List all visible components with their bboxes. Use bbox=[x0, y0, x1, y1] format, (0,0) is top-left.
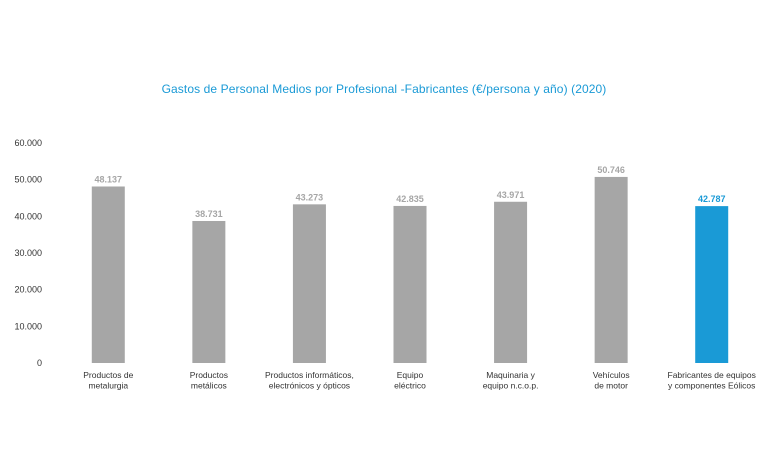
y-tick-label: 0 bbox=[37, 358, 42, 368]
data-label: 50.746 bbox=[597, 165, 625, 175]
category-label: Equipo eléctrico bbox=[394, 370, 426, 391]
category-label: Fabricantes de equipos y componentes Eóli… bbox=[668, 370, 756, 391]
data-label: 48.137 bbox=[95, 174, 123, 184]
category-label: Productos informáticos, electrónicos y óp… bbox=[265, 370, 354, 391]
data-label: 42.835 bbox=[396, 194, 424, 204]
y-tick-label: 50.000 bbox=[14, 175, 42, 185]
data-label: 38.731 bbox=[195, 209, 223, 219]
category-label: Maquinaria y equipo n.c.o.p. bbox=[483, 370, 539, 391]
bar bbox=[91, 186, 125, 363]
y-tick-label: 10.000 bbox=[14, 321, 42, 331]
y-tick-label: 40.000 bbox=[14, 211, 42, 221]
data-label: 42.787 bbox=[698, 194, 726, 204]
bar bbox=[192, 220, 226, 363]
bar bbox=[494, 201, 528, 363]
y-tick-label: 20.000 bbox=[14, 285, 42, 295]
category-label: Productos de metalurgia bbox=[83, 370, 133, 391]
bar bbox=[695, 206, 729, 363]
data-label: 43.971 bbox=[497, 190, 525, 200]
category-label: Vehículos de motor bbox=[593, 370, 630, 391]
y-tick-label: 60.000 bbox=[14, 138, 42, 148]
data-label: 43.273 bbox=[296, 192, 324, 202]
category-label: Productos metálicos bbox=[190, 370, 228, 391]
chart-title: Gastos de Personal Medios por Profesiona… bbox=[161, 82, 607, 96]
bar bbox=[594, 176, 628, 363]
bar bbox=[393, 205, 427, 363]
x-axis-labels: Productos de metalurgia Productos metálicos… bbox=[83, 370, 756, 391]
y-axis: 0 10.000 20.000 30.000 40.000 50.000 60.000 bbox=[14, 138, 42, 368]
bar bbox=[292, 204, 326, 363]
y-tick-label: 30.000 bbox=[14, 248, 42, 258]
bars: 48.137 38.731 43.273 42.835 43.971 50.746 42.7… bbox=[91, 165, 729, 363]
